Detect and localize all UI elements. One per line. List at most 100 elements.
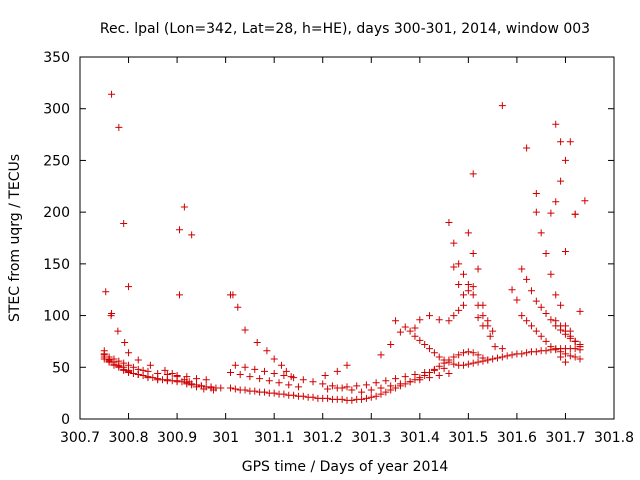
data-point (226, 291, 234, 299)
data-point (460, 291, 468, 299)
data-point (566, 332, 574, 340)
data-point (557, 177, 565, 185)
data-point (435, 316, 443, 324)
data-point (396, 328, 404, 336)
data-point (265, 377, 273, 385)
data-point (333, 367, 341, 375)
data-point (445, 218, 453, 226)
data-point (217, 384, 225, 392)
data-point (416, 376, 424, 384)
data-point (358, 395, 366, 403)
data-point (491, 343, 499, 351)
data-point (125, 283, 133, 291)
data-point (426, 345, 434, 353)
data-point (176, 291, 184, 299)
data-point (464, 229, 472, 237)
data-point (557, 138, 565, 146)
data-point (552, 120, 560, 128)
data-point (110, 358, 118, 366)
data-point (469, 359, 477, 367)
x-axis-title: GPS time / Days of year 2014 (242, 459, 449, 475)
data-point (362, 381, 370, 389)
data-point (542, 337, 550, 345)
data-point (532, 208, 540, 216)
data-point (411, 324, 419, 332)
data-point (430, 366, 438, 374)
data-point (406, 378, 414, 386)
data-point (163, 371, 171, 379)
data-point (241, 386, 249, 394)
x-tick-label: 301.6 (497, 430, 537, 446)
x-tick-label: 301.5 (448, 430, 488, 446)
data-point (464, 348, 472, 356)
data-point (508, 286, 516, 294)
data-point (154, 369, 162, 377)
data-point (469, 170, 477, 178)
data-point (324, 385, 332, 393)
data-point (260, 367, 268, 375)
data-point (450, 263, 458, 271)
data-point (392, 384, 400, 392)
data-point (139, 366, 147, 374)
data-point (290, 391, 298, 399)
data-point (450, 312, 458, 320)
data-point (435, 372, 443, 380)
data-point (260, 388, 268, 396)
data-point (464, 287, 472, 295)
plot-frame (79, 56, 615, 420)
y-tick-label: 300 (43, 102, 70, 118)
data-point (450, 360, 458, 368)
data-point (489, 327, 497, 335)
data-point (474, 351, 482, 359)
data-point (362, 394, 370, 402)
data-point (576, 343, 584, 351)
data-point (382, 377, 390, 385)
data-point (498, 353, 506, 361)
data-point (552, 291, 560, 299)
y-tick-label: 0 (61, 412, 70, 428)
data-point (527, 322, 535, 330)
data-point (469, 283, 477, 291)
data-point (114, 327, 122, 335)
data-point (508, 351, 516, 359)
data-point (566, 352, 574, 360)
data-point (460, 349, 468, 357)
data-point (469, 349, 477, 357)
data-point (168, 369, 176, 377)
data-point (277, 361, 285, 369)
data-point (100, 355, 108, 363)
data-point (282, 367, 290, 375)
data-point (484, 317, 492, 325)
data-point (464, 281, 472, 289)
data-point (518, 312, 526, 320)
data-point (557, 322, 565, 330)
data-point (321, 372, 329, 380)
y-tick-label: 100 (43, 309, 70, 325)
data-point (411, 332, 419, 340)
data-point (401, 323, 409, 331)
data-point (445, 317, 453, 325)
x-axis: 300.7 300.8 300.9 301 301.1 301.2 301.3 301.4 30… (60, 57, 634, 446)
data-point (542, 310, 550, 318)
data-point (460, 361, 468, 369)
data-point (527, 287, 535, 295)
data-point (367, 393, 375, 401)
data-point (200, 385, 208, 393)
x-tick-label: 300.8 (108, 430, 148, 446)
data-point (537, 332, 545, 340)
data-point (435, 353, 443, 361)
data-point (552, 198, 560, 206)
data-point (287, 373, 295, 381)
data-point (358, 388, 366, 396)
data-point (537, 229, 545, 237)
data-point (523, 275, 531, 283)
data-point (121, 338, 129, 346)
data-point (571, 353, 579, 361)
data-point (324, 394, 332, 402)
data-point (275, 379, 283, 387)
data-point (333, 384, 341, 392)
data-point (353, 382, 361, 390)
data-point (547, 209, 555, 217)
data-point (474, 265, 482, 273)
data-point (285, 381, 293, 389)
